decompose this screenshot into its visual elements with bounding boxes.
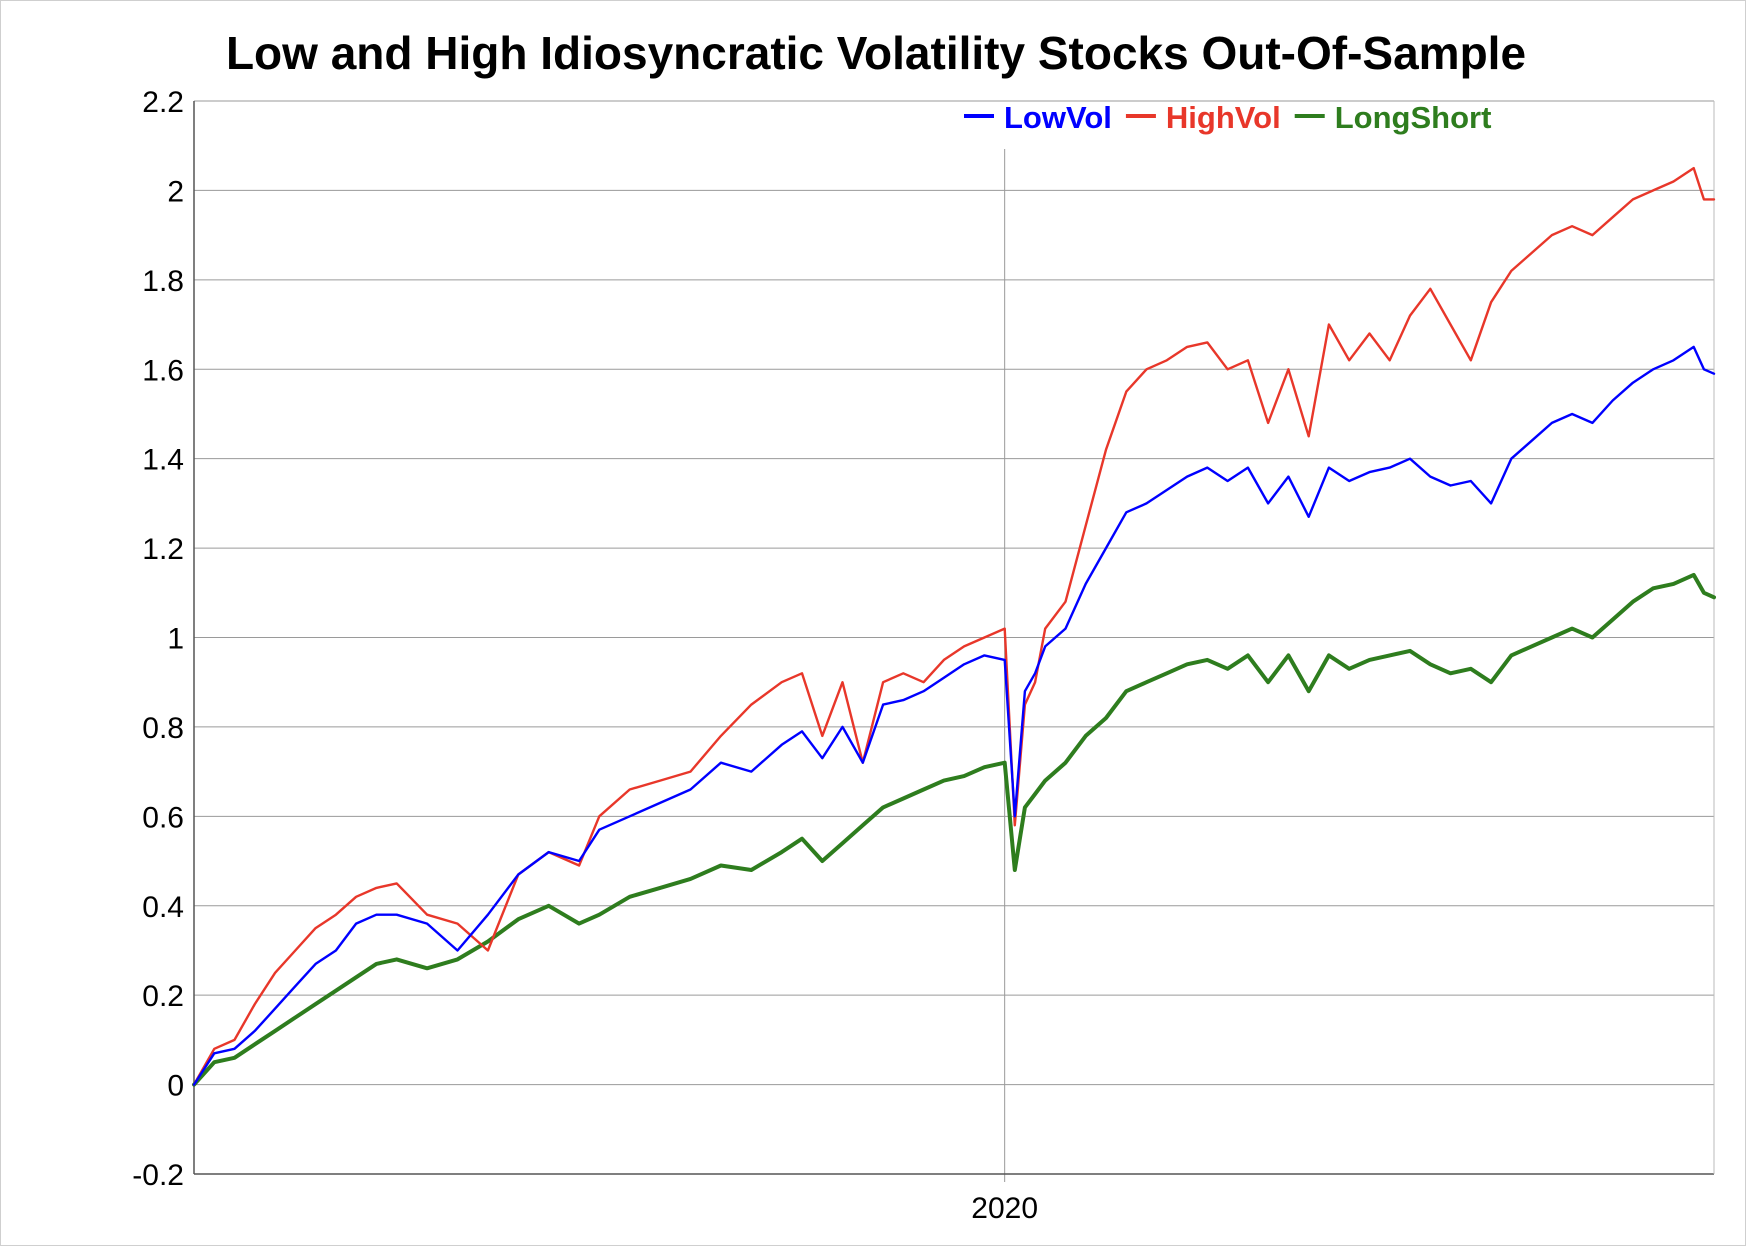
y-tick-label: -0.2 <box>132 1159 184 1192</box>
y-tick-label: 1.6 <box>142 354 184 387</box>
chart-title: Low and High Idiosyncratic Volatility St… <box>226 27 1526 79</box>
legend-label: LongShort <box>1335 100 1492 135</box>
y-tick-label: 1 <box>167 623 184 656</box>
legend-item-longshort: LongShort <box>1294 100 1492 135</box>
legend-label: LowVol <box>1004 100 1112 135</box>
y-tick-label: 0.4 <box>142 891 184 924</box>
y-tick-label: 0.6 <box>142 801 184 834</box>
y-tick-label: 1.2 <box>142 533 184 566</box>
series-line-highvol <box>192 166 1716 1086</box>
y-tick-label: 0 <box>167 1070 184 1103</box>
legend-item-lowvol: LowVol <box>964 100 1112 135</box>
legend-item-highvol: HighVol <box>1125 100 1281 135</box>
y-tick-label: 0.2 <box>142 980 184 1013</box>
legend-label: HighVol <box>1166 100 1281 135</box>
y-tick-label: 1.8 <box>142 265 184 298</box>
y-tick-label: 2 <box>167 175 184 208</box>
x-tick-label: 2020 <box>971 1192 1038 1225</box>
y-tick-label: 2.2 <box>142 86 184 119</box>
y-tick-label: 1.4 <box>142 444 184 477</box>
grid-layer <box>194 100 1714 1182</box>
y-tick-label: 0.8 <box>142 712 184 745</box>
series-layer <box>192 166 1716 1087</box>
axis-layer: -0.2 0 0.2 0.4 0.6 0.8 1 1.2 1.4 1.6 1.8 2 2.2 2020 <box>132 86 1715 1225</box>
legend: LowVol HighVol LongShort <box>964 100 1491 135</box>
series-line-longshort <box>192 572 1716 1087</box>
series-line-lowvol <box>192 345 1716 1086</box>
